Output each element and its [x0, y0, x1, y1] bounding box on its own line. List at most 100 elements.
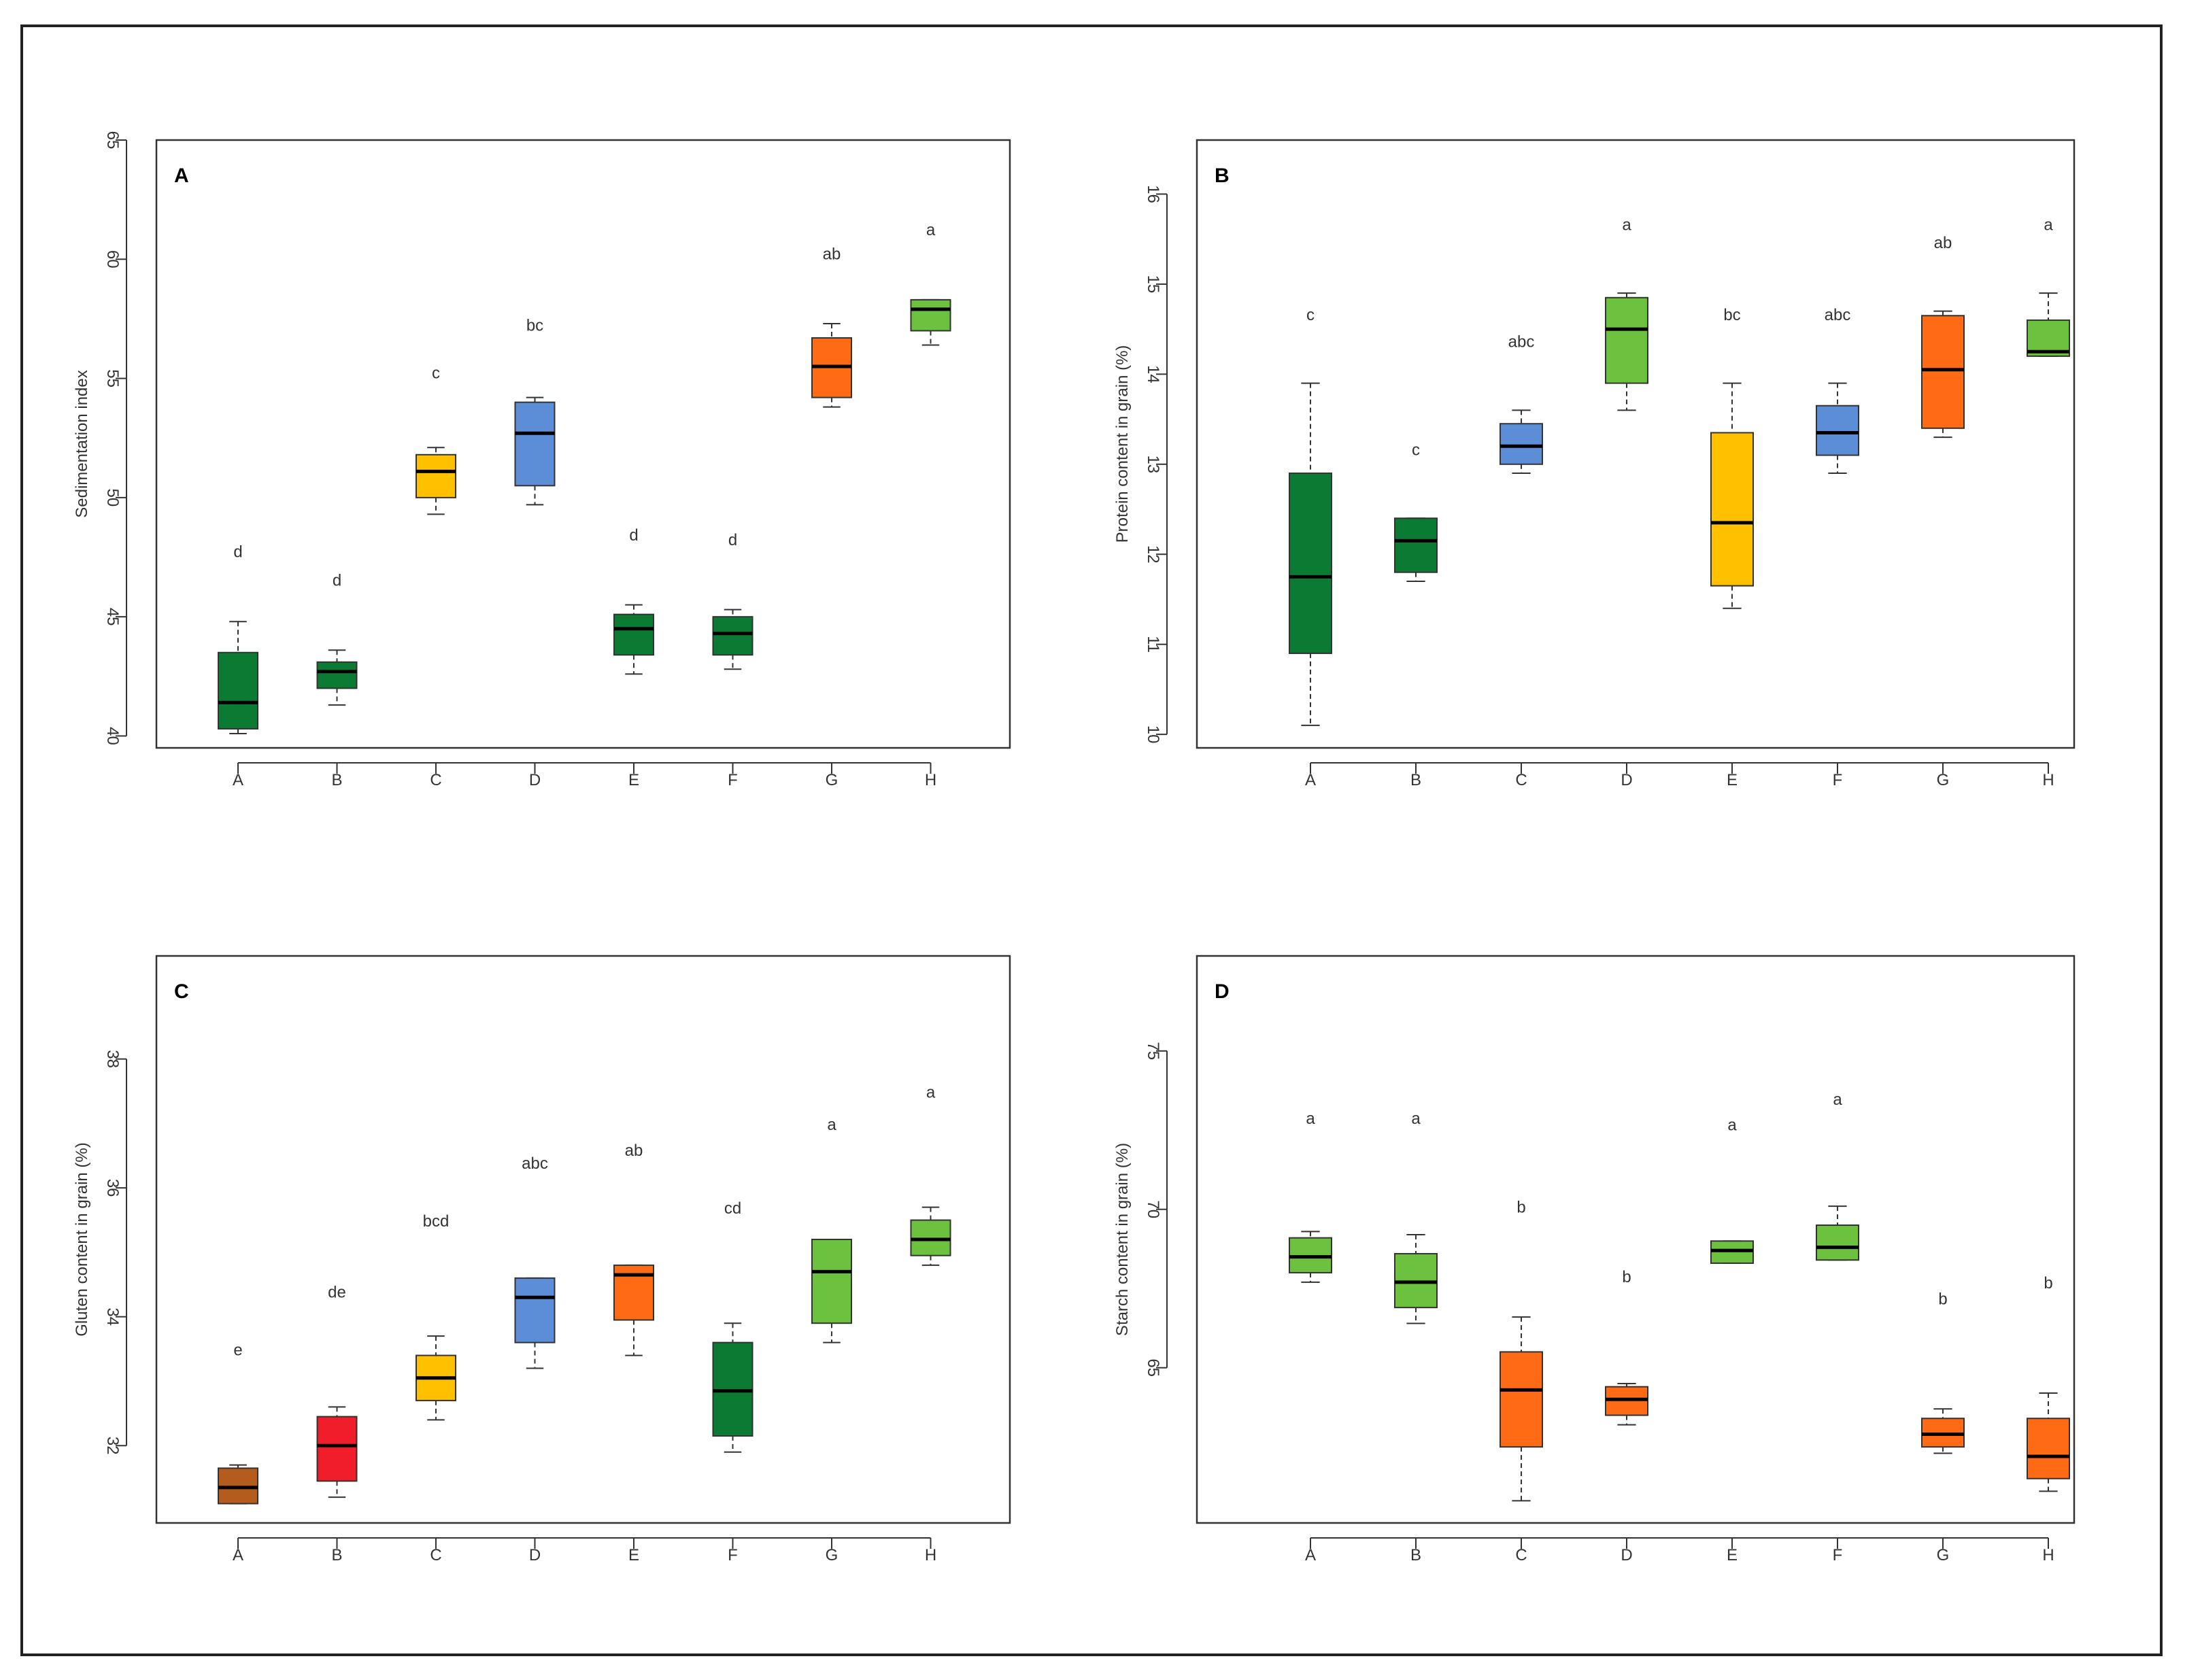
y-tick-label: 65 [103, 131, 122, 150]
significance-letter: abc [1508, 333, 1535, 352]
significance-letter: b [1938, 1290, 1947, 1309]
significance-letter: b [1622, 1268, 1631, 1286]
x-tick-label: G [1937, 1546, 1950, 1564]
significance-letter: ab [823, 245, 841, 263]
x-tick-label: A [233, 771, 243, 789]
y-tick-label: 38 [103, 1050, 122, 1068]
chart-panel-d: D 65 70 75 Starch content in grain (%) A B C D E F… [1113, 955, 2076, 1564]
plot-frame [1196, 955, 2076, 1524]
figure-frame [20, 24, 2163, 1656]
box-B [316, 1416, 358, 1482]
y-tick-label: 34 [103, 1307, 122, 1326]
y-tick-label: 55 [103, 369, 122, 388]
box-B [316, 661, 358, 689]
y-tick-label: 65 [1144, 1358, 1162, 1377]
x-tick-label: A [1305, 1546, 1316, 1564]
x-tick-label: B [331, 1546, 342, 1564]
x-tick-label: E [628, 1546, 639, 1564]
significance-letter: d [629, 526, 638, 545]
y-tick-label: 36 [103, 1179, 122, 1197]
box-H [2027, 1418, 2070, 1479]
significance-letter: a [1306, 1110, 1315, 1128]
significance-letter: bc [1723, 306, 1740, 324]
x-tick-label: B [1410, 1546, 1421, 1564]
significance-letter: a [926, 1084, 936, 1102]
box-A [1289, 473, 1332, 654]
x-tick-label: C [1515, 771, 1527, 789]
plot-frame [1196, 139, 2076, 749]
chart-panel-c: C 32 34 36 38 Gluten content in grain (%) A B C D… [73, 955, 1011, 1564]
significance-letter: c [1412, 441, 1420, 460]
box-F [1816, 1224, 1859, 1261]
x-tick-label: D [529, 771, 541, 789]
x-tick-label: H [2042, 771, 2054, 789]
chart-panel-b: B 10 11 12 13 14 15 16 Protein content in grain … [1113, 139, 2076, 789]
significance-letter: a [1833, 1091, 1842, 1109]
panel-label: C [174, 980, 189, 1003]
chart-panel-a: A 40 45 50 55 60 65 Sedimentation index A B C D E F G H… [73, 131, 1011, 789]
y-tick-label: 40 [103, 727, 122, 745]
significance-letter: b [2044, 1274, 2052, 1292]
significance-letter: e [233, 1341, 242, 1360]
significance-letter: cd [724, 1199, 741, 1218]
box-G [1921, 315, 1965, 429]
significance-letter: d [233, 543, 242, 562]
box-E [1710, 432, 1754, 587]
x-tick-label: F [1833, 1546, 1843, 1564]
x-tick-label: H [925, 1546, 936, 1564]
x-tick-label: C [1515, 1546, 1527, 1564]
plot-frame [155, 139, 1011, 749]
panel-label: B [1215, 165, 1230, 187]
x-tick-label: G [826, 1546, 839, 1564]
y-tick-label: 10 [1144, 725, 1162, 744]
significance-letter: a [827, 1116, 836, 1134]
box-E [613, 613, 654, 656]
box-C [1500, 423, 1543, 465]
y-tick-label: 15 [1144, 275, 1162, 294]
box-H [910, 298, 951, 332]
box-A [218, 651, 258, 730]
x-tick-label: D [1621, 1546, 1632, 1564]
significance-letter: ab [1934, 234, 1952, 252]
significance-letter: abc [1825, 306, 1851, 324]
significance-letter: a [1727, 1116, 1737, 1134]
y-tick-label: 60 [103, 250, 122, 269]
panel-label: A [174, 165, 189, 187]
significance-letter: bc [526, 316, 543, 335]
x-tick-label: F [1833, 771, 1843, 789]
y-tick-label: 75 [1144, 1042, 1162, 1060]
y-tick-label: 16 [1144, 185, 1162, 203]
y-axis-title: Starch content in grain (%) [1113, 1143, 1132, 1336]
box-G [811, 1239, 852, 1324]
panel-label: D [1215, 980, 1230, 1003]
x-tick-label: G [1937, 771, 1950, 789]
significance-letter: d [333, 572, 341, 590]
significance-letter: abc [522, 1154, 548, 1173]
box-D [514, 1277, 556, 1343]
x-tick-label: E [628, 771, 639, 789]
y-axis-title: Protein content in grain (%) [1113, 345, 1132, 543]
x-tick-label: H [2042, 1546, 2054, 1564]
x-tick-label: D [1621, 771, 1632, 789]
x-tick-label: C [430, 771, 441, 789]
significance-letter: a [1622, 216, 1631, 234]
significance-letter: c [1306, 306, 1315, 324]
x-tick-label: A [1305, 771, 1316, 789]
box-D [1605, 296, 1648, 384]
significance-letter: c [432, 364, 440, 383]
x-tick-label: H [925, 771, 936, 789]
x-tick-label: B [331, 771, 342, 789]
x-tick-label: B [1410, 771, 1421, 789]
y-tick-label: 13 [1144, 455, 1162, 473]
significance-letter: de [328, 1283, 346, 1301]
y-tick-label: 11 [1144, 636, 1162, 653]
x-tick-label: E [1727, 771, 1738, 789]
significance-letter: d [728, 531, 737, 549]
significance-letter: ab [625, 1142, 643, 1160]
box-B [1394, 517, 1438, 573]
y-tick-label: 14 [1144, 365, 1162, 383]
y-tick-label: 45 [103, 608, 122, 626]
x-tick-label: E [1727, 1546, 1738, 1564]
box-F [1816, 405, 1859, 456]
box-F [712, 616, 753, 656]
